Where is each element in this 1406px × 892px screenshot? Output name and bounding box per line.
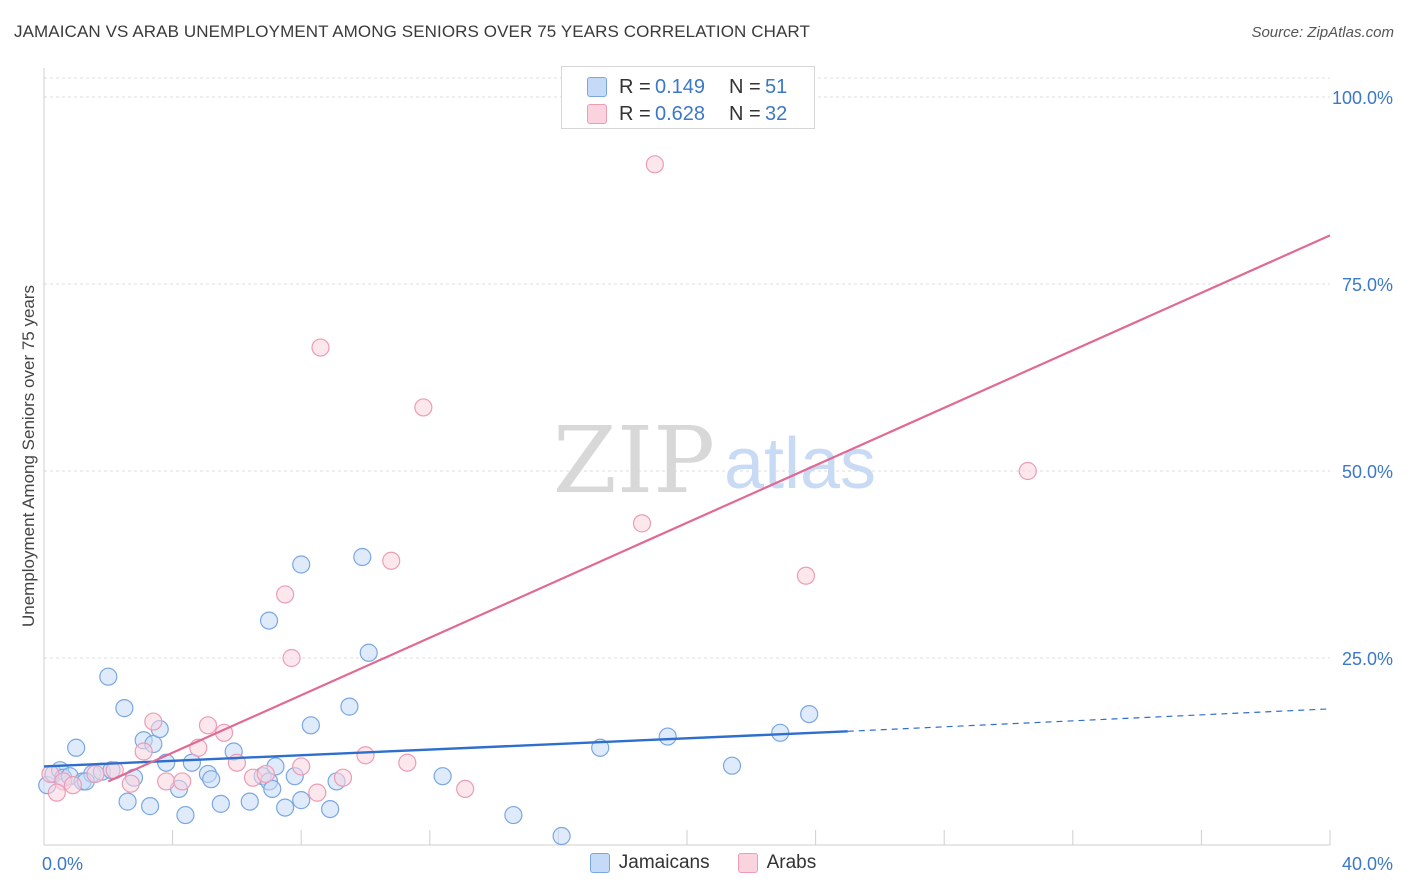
- legend-label: Jamaicans: [618, 852, 710, 873]
- y-tick-label: 100.0%: [1332, 88, 1393, 108]
- jamaicans-point: [157, 753, 176, 772]
- arabs-point: [308, 783, 327, 802]
- arabs-point: [292, 757, 311, 776]
- y-tick-label: 25.0%: [1342, 649, 1393, 669]
- series-legend: Jamaicans Arabs: [0, 852, 1406, 874]
- jamaicans-point: [263, 779, 282, 799]
- arabs-point: [632, 514, 652, 533]
- jamaicans-point: [292, 791, 311, 810]
- axes: [43, 68, 1331, 846]
- source-label: Source: ZipAtlas.com: [1251, 24, 1394, 41]
- r-label: R =: [619, 102, 651, 125]
- jamaicans-point: [115, 699, 134, 718]
- jamaicans-point: [433, 767, 452, 786]
- arabs-point: [311, 338, 330, 357]
- jamaicans-point: [552, 826, 571, 846]
- legend-row-jamaicans: R = 0.149 N = 51: [587, 73, 787, 101]
- legend-swatch-blue: [589, 853, 610, 873]
- arabs-point: [173, 772, 192, 791]
- jamaicans-point: [292, 555, 311, 574]
- jamaicans-point: [140, 797, 160, 816]
- n-label: N =: [729, 75, 761, 98]
- y-tick-label: 50.0%: [1342, 462, 1393, 482]
- arabs-point: [282, 648, 301, 668]
- arabs-point: [645, 155, 664, 174]
- arabs-point: [121, 774, 140, 793]
- correlation-legend: R = 0.149 N = 51 R = 0.628 N = 32: [561, 66, 815, 129]
- arabs-point: [414, 398, 433, 417]
- legend-swatch-pink: [587, 104, 607, 124]
- legend-row-arabs: R = 0.628 N = 32: [587, 100, 787, 128]
- arabs-point: [398, 753, 417, 772]
- jamaicans-point: [340, 697, 359, 716]
- arabs-point: [1018, 461, 1037, 481]
- arabs-trendline: [107, 234, 1331, 783]
- arabs-point: [382, 551, 401, 570]
- arabs-point: [134, 742, 153, 761]
- y-tick-label: 75.0%: [1342, 275, 1393, 295]
- arabs-point: [276, 585, 295, 604]
- trendlines: [43, 234, 1331, 783]
- jamaicans-point: [504, 805, 523, 825]
- jamaicans-point: [202, 770, 221, 789]
- gridlines: [44, 77, 1330, 659]
- r-value: 0.149: [655, 75, 706, 98]
- jamaicans-point: [176, 805, 195, 825]
- tick-labels: 25.0% 50.0% 75.0% 100.0% 0.0% 40.0%: [42, 88, 1393, 874]
- arabs-points: [41, 155, 1037, 802]
- watermark-atlas: atlas: [724, 424, 876, 504]
- jamaicans-points: [38, 547, 819, 846]
- jamaicans-point: [301, 716, 320, 735]
- arabs-point: [333, 768, 353, 787]
- arabs-point: [47, 783, 66, 802]
- jamaicans-point: [182, 753, 201, 772]
- jamaicans-point: [800, 704, 819, 724]
- n-value: 32: [765, 102, 788, 125]
- jamaicans-point: [118, 792, 137, 811]
- watermark-zip: ZIP: [553, 407, 715, 514]
- jamaicans-point: [321, 799, 340, 819]
- legend-item-jamaicans[interactable]: Jamaicans: [589, 852, 710, 874]
- arabs-point: [63, 776, 83, 795]
- legend-swatch-blue: [587, 77, 607, 97]
- arabs-point: [796, 566, 816, 585]
- arabs-point: [256, 764, 275, 784]
- watermark: ZIP atlas: [553, 407, 876, 514]
- legend-item-arabs[interactable]: Arabs: [737, 852, 817, 874]
- x-tick-label: 0.0%: [42, 854, 83, 874]
- jamaicans-point: [67, 738, 86, 757]
- y-axis-label: Unemployment Among Seniors over 75 years: [19, 285, 38, 627]
- jamaicans-point: [353, 547, 372, 567]
- n-label: N =: [729, 102, 761, 125]
- arabs-point: [157, 772, 176, 791]
- n-value: 51: [765, 75, 788, 98]
- legend-label: Arabs: [766, 852, 817, 873]
- r-value: 0.628: [655, 102, 706, 125]
- jamaicans-point: [276, 798, 295, 817]
- legend-swatch-pink: [737, 853, 758, 873]
- arabs-point: [198, 716, 218, 735]
- jamaicans-point: [259, 611, 279, 630]
- jamaicans-trendline: [43, 730, 848, 768]
- jamaicans-point: [722, 756, 742, 775]
- r-label: R =: [619, 75, 651, 98]
- arabs-point: [86, 764, 105, 784]
- chart-title: JAMAICAN VS ARAB UNEMPLOYMENT AMONG SENI…: [14, 22, 810, 41]
- arabs-point: [356, 746, 375, 765]
- jamaicans-point: [211, 794, 230, 813]
- jamaicans-trendline-extension: [847, 708, 1331, 732]
- arabs-point: [144, 712, 163, 731]
- jamaicans-point: [240, 792, 259, 811]
- jamaicans-point: [99, 667, 118, 686]
- x-tick-label: 40.0%: [1342, 854, 1393, 874]
- arabs-point: [456, 779, 475, 799]
- jamaicans-point: [359, 643, 378, 662]
- jamaicans-point: [658, 727, 677, 746]
